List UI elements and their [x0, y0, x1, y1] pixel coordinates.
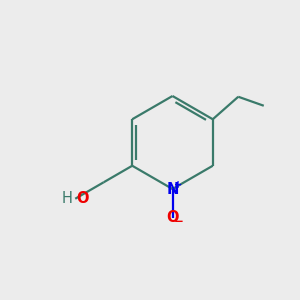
Text: O: O — [76, 191, 88, 206]
Text: H: H — [62, 191, 73, 206]
Text: −: − — [174, 214, 183, 228]
Text: O: O — [166, 210, 179, 225]
Text: N: N — [166, 182, 179, 196]
Text: +: + — [174, 180, 183, 190]
